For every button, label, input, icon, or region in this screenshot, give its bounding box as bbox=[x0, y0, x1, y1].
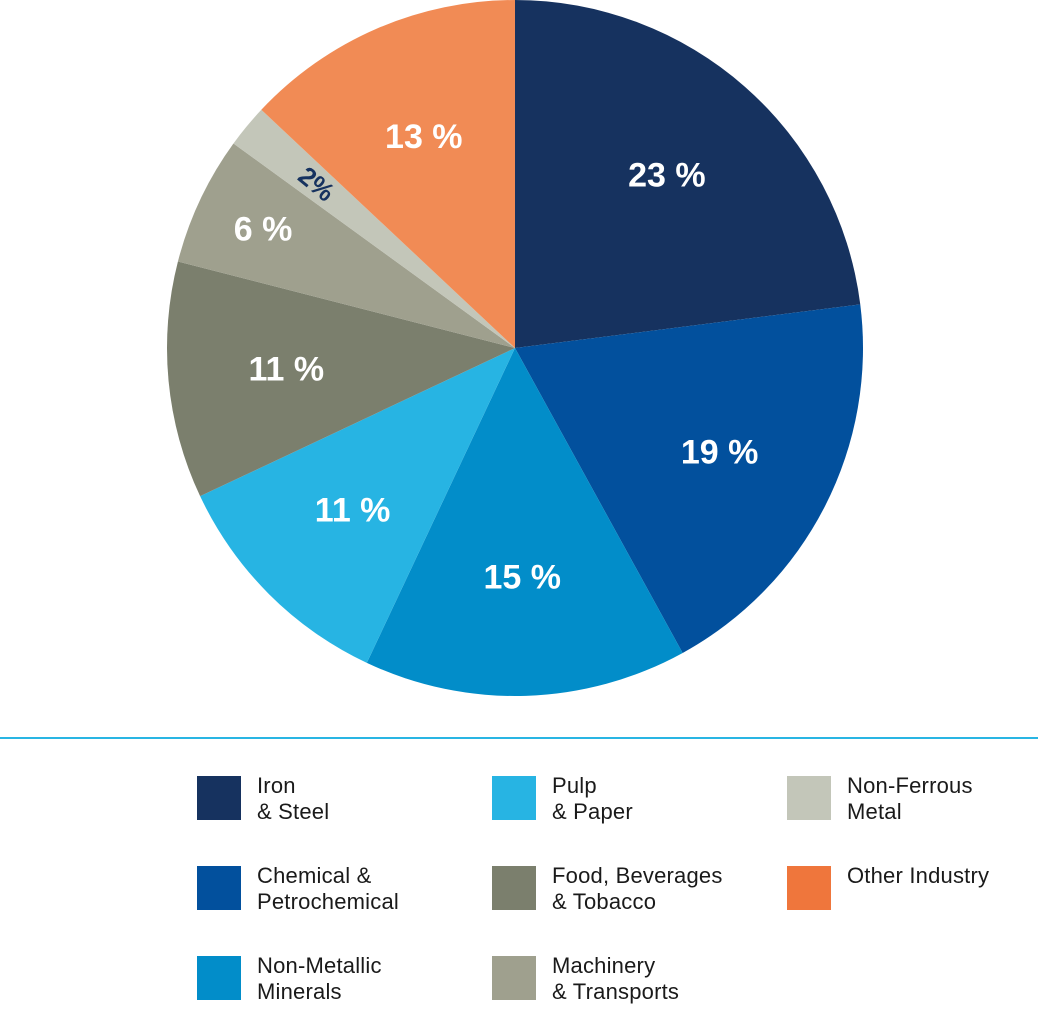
slice-label-3: 11 % bbox=[315, 491, 391, 529]
legend-swatch bbox=[197, 956, 241, 1000]
pie-slice-4 bbox=[166, 261, 515, 497]
legend-item: Food, Beverages & Tobacco bbox=[492, 863, 723, 915]
legend-label: Iron & Steel bbox=[257, 773, 330, 824]
slice-label-2: 15 % bbox=[483, 559, 561, 597]
pie-slice-2 bbox=[366, 348, 683, 696]
legend-swatch bbox=[492, 956, 536, 1000]
legend-item: Non-Ferrous Metal bbox=[787, 773, 973, 825]
slice-label-0: 23 % bbox=[628, 157, 706, 195]
legend-divider bbox=[0, 737, 1038, 739]
legend-item: Iron & Steel bbox=[197, 773, 330, 825]
legend-swatch bbox=[197, 776, 241, 820]
slice-label-5: 6 % bbox=[234, 211, 293, 249]
slice-label-4: 11 % bbox=[248, 351, 324, 389]
legend-swatch bbox=[492, 866, 536, 910]
pie-slice-0 bbox=[515, 0, 861, 348]
legend-label: Other Industry bbox=[847, 863, 990, 888]
pie-slice-5 bbox=[177, 143, 515, 348]
legend-label: Non-Metallic Minerals bbox=[257, 953, 382, 1004]
legend-swatch bbox=[492, 776, 536, 820]
legend-swatch bbox=[787, 866, 831, 910]
legend-item: Chemical & Petrochemical bbox=[197, 863, 399, 915]
slice-label-1: 19 % bbox=[681, 433, 759, 471]
pie-slice-1 bbox=[515, 304, 864, 653]
legend-item: Machinery & Transports bbox=[492, 953, 680, 1005]
legend-label: Pulp & Paper bbox=[552, 773, 633, 824]
legend-item: Non-Metallic Minerals bbox=[197, 953, 382, 1005]
legend-swatch bbox=[197, 866, 241, 910]
legend-label: Machinery & Transports bbox=[552, 953, 680, 1004]
legend-label: Chemical & Petrochemical bbox=[257, 863, 399, 914]
slice-label-7: 13 % bbox=[385, 118, 463, 156]
pie-chart: 23 %19 %15 %11 %11 %6 %2%13 % bbox=[166, 0, 864, 696]
pie-slice-3 bbox=[200, 348, 515, 663]
legend-label: Food, Beverages & Tobacco bbox=[552, 863, 723, 914]
legend-item: Pulp & Paper bbox=[492, 773, 633, 825]
legend-label: Non-Ferrous Metal bbox=[847, 773, 973, 824]
legend-swatch bbox=[787, 776, 831, 820]
pie-slice-6 bbox=[233, 109, 515, 348]
legend-item: Other Industry bbox=[787, 863, 990, 910]
pie-slice-7 bbox=[261, 0, 515, 348]
